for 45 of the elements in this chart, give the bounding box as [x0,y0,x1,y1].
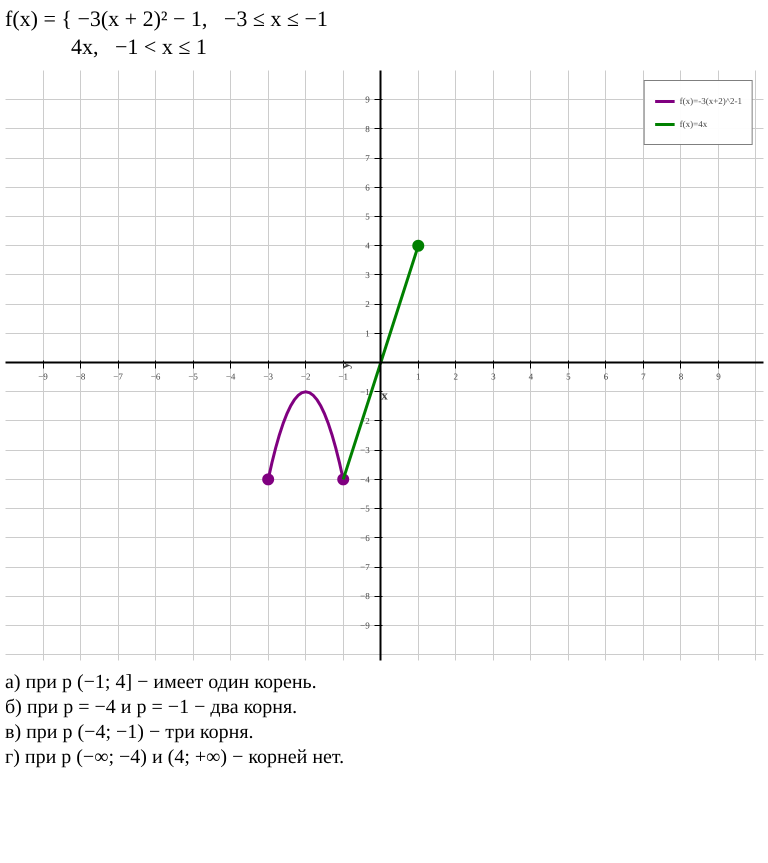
text: в) при p (−4; −1) − три корня. [5,720,255,745]
y-tick-label: 3 [365,270,370,280]
y-tick-label: 5 [365,212,370,222]
text: г) при p (−∞; −4) и (4; +∞) − корней нет. [5,745,344,770]
x-axis-title: x [381,388,388,402]
x-tick-label: −7 [113,372,124,382]
y-tick-label: 1 [365,328,370,338]
y-tick-label: 8 [365,124,370,134]
y-tick-label: −3 [360,445,370,456]
x-tick-label: 5 [566,372,572,382]
x-tick-label: −3 [263,372,274,382]
x-tick-label: −6 [150,372,161,382]
text: а) при p (−1; 4] − имеет один корень. [5,670,318,695]
x-tick-label: 7 [641,372,646,382]
y-tick-label: −9 [360,620,370,630]
x-tick-label: −2 [300,372,310,382]
y-tick-label: −7 [360,562,370,572]
x-tick-label: 1 [416,372,421,382]
y-tick-label: −5 [360,504,370,514]
y-tick-label: −6 [360,532,370,543]
text: б) при p = −4 и p = −1 − два корня. [5,695,298,720]
y-tick-label: −8 [360,591,370,602]
y-tick-label: −4 [360,474,370,484]
x-tick-label: −9 [38,372,48,382]
x-tick-label: 8 [678,372,684,382]
y-tick-label: 6 [365,182,370,192]
y-tick-label: −1 [360,386,370,397]
y-axis-title: y [336,362,352,369]
x-tick-label: 9 [716,372,722,382]
x-tick-label: −1 [338,372,348,382]
x-tick-label: −8 [76,372,86,382]
x-tick-label: 4 [528,372,534,382]
x-tick-label: 3 [491,372,496,382]
legend-label: f(x)=-3(x+2)^2-1 [680,96,742,106]
legend-label: f(x)=4x [680,119,708,129]
y-tick-label: 9 [365,94,370,105]
x-tick-label: 2 [454,372,458,382]
x-tick-label: −4 [226,372,236,382]
x-tick-label: 6 [604,372,609,382]
y-tick-label: 7 [365,153,370,164]
text: f(x) = { −3(x + 2)² − 1, −3 ≤ x ≤ −1 [5,5,328,32]
x-tick-label: −5 [188,372,198,382]
y-tick-label: 4 [365,240,370,251]
y-tick-label: 2 [365,299,370,310]
text: 4x, −1 < x ≤ 1 [70,32,208,60]
